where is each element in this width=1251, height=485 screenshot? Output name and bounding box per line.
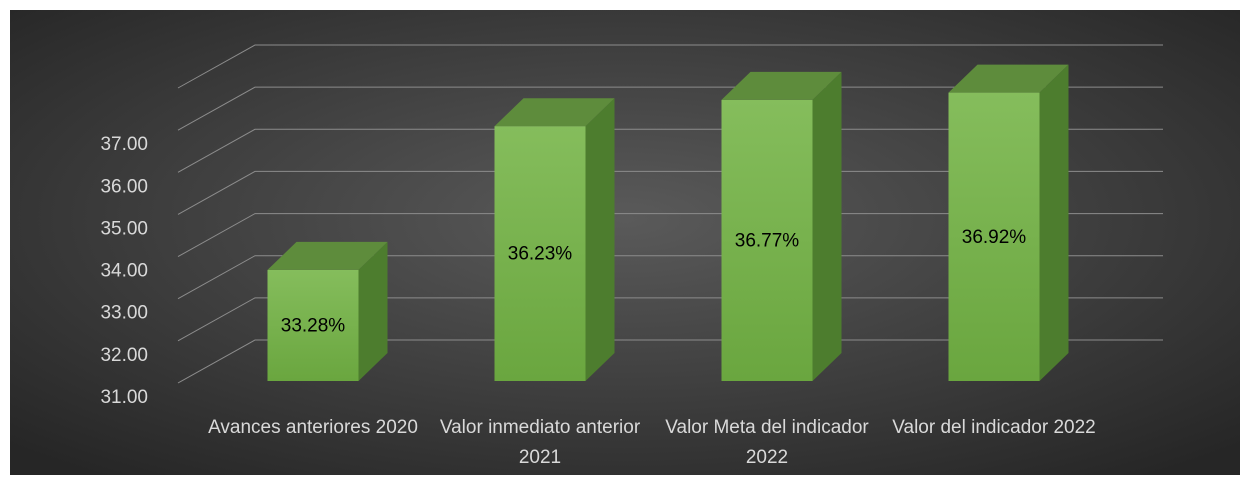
grid-line (177, 170, 1163, 215)
value-label: 33.28% (281, 315, 346, 336)
x-tick-label: Valor inmediato anterior 2021 (439, 417, 641, 468)
grid-line (177, 255, 1163, 300)
bar-side (358, 241, 388, 381)
bar-top (494, 98, 615, 127)
value-label: 36.23% (508, 244, 573, 265)
x-tick-label-box: Valor Meta del indicador 2022 (665, 417, 869, 468)
grid: 31.00 32.00 33.00 34.00 35.00 36.00 37.00 (100, 44, 1163, 408)
x-tick-label-box: Avances anteriores 2020 (208, 417, 418, 438)
grid-line (177, 213, 1163, 258)
grid-line (177, 297, 1163, 342)
grid-line (177, 86, 1163, 131)
bar-side (812, 71, 842, 381)
x-tick-label-box: Valor inmediato anterior 2021 (439, 417, 641, 468)
bar-top (721, 71, 842, 100)
bars: 33.28% Avances anteriores 2020 36.23% Valor… (208, 64, 1096, 468)
bar (948, 92, 1040, 382)
bar-top (948, 64, 1069, 93)
bar (267, 269, 359, 381)
y-tick-label: 34.00 (100, 261, 148, 282)
bar (721, 99, 813, 381)
x-tick-label: Valor del indicador 2022 (892, 417, 1096, 438)
value-label: 36.77% (735, 230, 800, 251)
x-tick-label: Avances anteriores 2020 (208, 417, 418, 438)
y-tick-label: 32.00 (100, 345, 148, 366)
x-tick-label-box: Valor del indicador 2022 (892, 417, 1096, 438)
wall-frame (177, 44, 1163, 89)
x-tick-label: Valor Meta del indicador 2022 (665, 417, 869, 468)
value-label: 36.92% (962, 227, 1027, 248)
grid-line (177, 339, 1163, 384)
y-tick-label: 37.00 (100, 134, 148, 155)
bar-side (585, 98, 615, 381)
y-tick-label: 35.00 (100, 218, 148, 239)
y-tick-label: 31.00 (100, 387, 148, 408)
grid-line (177, 128, 1163, 173)
bar (494, 126, 586, 381)
bar-top (267, 241, 388, 270)
bar-side (1039, 64, 1069, 382)
y-tick-label: 33.00 (100, 303, 148, 324)
y-tick-label: 36.00 (100, 176, 148, 197)
